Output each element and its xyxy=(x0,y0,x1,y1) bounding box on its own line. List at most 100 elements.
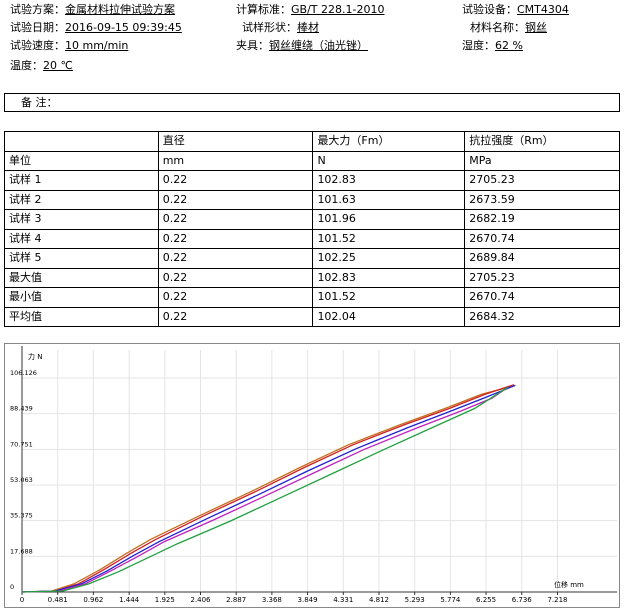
x-tick-label: 3.849 xyxy=(298,596,318,604)
unit-cell: mm xyxy=(157,150,314,171)
row-label: 试样 2 xyxy=(4,189,159,210)
x-tick-label: 2.887 xyxy=(226,596,246,604)
y-axis-label: 力 N xyxy=(28,352,42,361)
row-label: 试样 1 xyxy=(4,170,159,191)
field: 材料名称：钢丝 xyxy=(470,21,547,35)
value-cell: 2705.23 xyxy=(464,267,620,288)
row-label: 试样 4 xyxy=(4,228,159,249)
data-row: 试样 5 0.22 102.25 2689.84 xyxy=(4,248,620,269)
chart: 0 17.688 35.375 53.063 70.751 88.439 106.126 0 0… xyxy=(4,343,620,608)
field-label: 试验设备： xyxy=(462,3,517,16)
field-value: 钢丝缠绕（油光锉） xyxy=(269,39,368,52)
value-cell: 2684.32 xyxy=(464,306,620,327)
value-cell: 2705.23 xyxy=(464,170,620,191)
units-row: 单位 mm N MPa xyxy=(4,150,620,171)
value-cell: 0.22 xyxy=(157,228,314,249)
x-tick-label: 7.218 xyxy=(547,596,567,604)
unit-cell: MPa xyxy=(464,150,620,171)
x-tick-label: 1.925 xyxy=(155,596,175,604)
x-tick-label: 0.481 xyxy=(48,596,68,604)
value-cell: 102.25 xyxy=(312,248,466,269)
data-row: 最大值 0.22 102.83 2705.23 xyxy=(4,267,620,288)
row-label: 最大值 xyxy=(4,267,159,288)
x-tick-label: 4.331 xyxy=(333,596,353,604)
x-tick-label: 3.368 xyxy=(262,596,282,604)
field-value: 10 mm/min xyxy=(65,39,129,52)
y-tick-label: 70.751 xyxy=(10,440,33,448)
field: 湿度：62 % xyxy=(462,39,523,53)
x-tick-label: 6.255 xyxy=(476,596,496,604)
value-cell: 101.96 xyxy=(312,209,466,230)
x-axis-label: 位移 mm xyxy=(554,580,584,589)
field: 温度：20 ℃ xyxy=(10,59,73,73)
value-cell: 2670.74 xyxy=(464,228,620,249)
header-cell: 抗拉强度（Rm） xyxy=(464,131,620,152)
field: 试样形状：棒材 xyxy=(242,21,319,35)
unit-cell: N xyxy=(312,150,466,171)
y-tick-label: 106.126 xyxy=(10,369,37,377)
value-cell: 2670.74 xyxy=(464,287,620,308)
field-value: 金属材料拉伸试验方案 xyxy=(65,3,175,16)
data-row: 试样 2 0.22 101.63 2673.59 xyxy=(4,189,620,210)
field-label: 试验方案： xyxy=(10,3,65,16)
value-cell: 0.22 xyxy=(157,267,314,288)
field: 试验设备：CMT4304 xyxy=(462,3,569,17)
remark: 备 注： xyxy=(21,96,58,109)
value-cell: 2682.19 xyxy=(464,209,620,230)
field-label: 计算标准： xyxy=(236,3,291,16)
field-label: 夹具： xyxy=(236,39,269,52)
value-cell: 0.22 xyxy=(157,189,314,210)
value-cell: 101.52 xyxy=(312,287,466,308)
chart-frame xyxy=(4,343,620,608)
header-cell: 直径 xyxy=(157,131,314,152)
field: 夹具：钢丝缠绕（油光锉） xyxy=(236,39,368,53)
x-tick-label: 4.812 xyxy=(369,596,389,604)
field: 试验速度：10 mm/min xyxy=(10,39,128,53)
field-label: 湿度： xyxy=(462,39,495,52)
value-cell: 102.83 xyxy=(312,170,466,191)
field-value: 棒材 xyxy=(297,21,319,34)
field-value: 2016-09-15 09:39:45 xyxy=(65,21,182,34)
field-value: CMT4304 xyxy=(517,3,569,16)
y-tick-label: 0 xyxy=(10,583,14,591)
data-row: 试样 4 0.22 101.52 2670.74 xyxy=(4,228,620,249)
field-label: 试样形状： xyxy=(242,21,297,34)
value-cell: 0.22 xyxy=(157,248,314,269)
field: 计算标准：GB/T 228.1-2010 xyxy=(236,3,384,17)
row-label: 最小值 xyxy=(4,287,159,308)
field-label: 试验速度： xyxy=(10,39,65,52)
series-line xyxy=(21,386,509,593)
value-cell: 0.22 xyxy=(157,306,314,327)
x-tick-label: 5.293 xyxy=(405,596,425,604)
row-label: 单位 xyxy=(4,150,159,171)
row-label: 平均值 xyxy=(4,306,159,327)
field: 试验日期：2016-09-15 09:39:45 xyxy=(10,21,182,35)
value-cell: 101.63 xyxy=(312,189,466,210)
header-row: 直径 最大力（Fm） 抗拉强度（Rm） xyxy=(4,131,620,152)
x-tick-label: 0 xyxy=(20,596,24,604)
result-table: 直径 最大力（Fm） 抗拉强度（Rm） 单位 mm N MPa 试样 1 0.22 102.83 2… xyxy=(4,131,620,327)
series-line xyxy=(21,386,509,593)
row-label: 试样 3 xyxy=(4,209,159,230)
x-tick-label: 2.406 xyxy=(190,596,211,604)
series-line xyxy=(21,384,516,593)
y-tick-label: 88.439 xyxy=(10,405,33,413)
y-tick-label: 53.063 xyxy=(10,476,33,484)
value-cell: 0.22 xyxy=(157,209,314,230)
value-cell: 2673.59 xyxy=(464,189,620,210)
header-cell: 最大力（Fm） xyxy=(312,131,466,152)
field-label: 材料名称： xyxy=(470,21,525,34)
x-tick-label: 1.444 xyxy=(119,596,140,604)
field-value: 钢丝 xyxy=(525,21,547,34)
x-tick-label: 6.736 xyxy=(512,596,533,604)
y-tick-label: 17.688 xyxy=(10,547,33,555)
data-row: 试样 1 0.22 102.83 2705.23 xyxy=(4,170,620,191)
field-value: 62 % xyxy=(495,39,523,52)
remark-box: 备 注： xyxy=(4,93,620,112)
field-value: 20 ℃ xyxy=(43,59,73,72)
data-row: 试样 3 0.22 101.96 2682.19 xyxy=(4,209,620,230)
value-cell: 0.22 xyxy=(157,170,314,191)
x-tick-label: 5.774 xyxy=(440,596,461,604)
value-cell: 102.83 xyxy=(312,267,466,288)
